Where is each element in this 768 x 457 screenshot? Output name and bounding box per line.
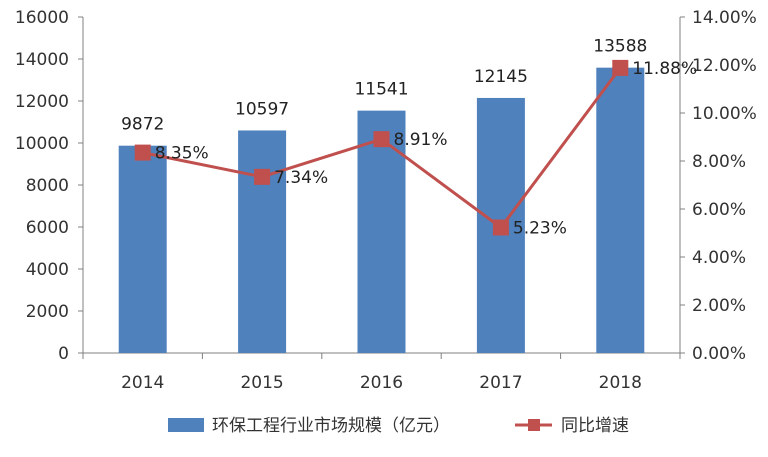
right-tick-label: 8.00%	[692, 152, 746, 172]
right-tick-label: 6.00%	[692, 200, 746, 220]
bar-value-labels: 9872 10597 11541 12145 13588	[121, 37, 647, 135]
legend-bar-label: 环保工程行业市场规模（亿元）	[212, 416, 450, 436]
bar-value-label: 9872	[121, 115, 164, 135]
legend-line-marker	[528, 419, 540, 431]
right-tick-label: 2.00%	[692, 296, 746, 316]
x-tick-label: 2018	[599, 373, 642, 393]
left-axis-ticks: 0 2000 4000 6000 8000 10000 12000 14000 16000	[15, 8, 83, 364]
bar-value-label: 10597	[235, 99, 289, 119]
growth-marker	[492, 219, 509, 236]
legend: 环保工程行业市场规模（亿元） 同比增速	[168, 416, 629, 436]
left-tick-label: 2000	[26, 302, 69, 322]
bar-value-label: 11541	[354, 80, 408, 100]
bar-value-label: 13588	[593, 37, 647, 57]
growth-marker	[134, 144, 151, 161]
growth-marker	[254, 168, 271, 185]
left-tick-label: 8000	[26, 176, 69, 196]
x-tick-label: 2016	[360, 373, 403, 393]
legend-bar-swatch	[168, 418, 204, 432]
growth-value-labels: 8.35% 7.34% 8.91% 5.23% 11.88%	[155, 59, 697, 239]
left-tick-label: 12000	[15, 92, 69, 112]
left-tick-label: 6000	[26, 218, 69, 238]
left-tick-label: 14000	[15, 50, 69, 70]
right-tick-label: 10.00%	[692, 104, 757, 124]
x-tick-label: 2017	[479, 373, 522, 393]
growth-marker	[612, 59, 629, 76]
left-tick-label: 4000	[26, 260, 69, 280]
right-tick-label: 0.00%	[692, 344, 746, 364]
right-tick-label: 12.00%	[692, 56, 757, 76]
right-tick-label: 4.00%	[692, 248, 746, 268]
x-axis-ticks: 2014 2015 2016 2017 2018	[82, 353, 681, 393]
x-tick-label: 2015	[240, 373, 283, 393]
growth-value-label: 7.34%	[274, 168, 328, 188]
growth-value-label: 5.23%	[513, 218, 567, 238]
growth-line-series	[134, 59, 629, 236]
left-tick-label: 16000	[15, 8, 69, 28]
x-tick-label: 2014	[121, 373, 164, 393]
bar	[238, 130, 287, 353]
left-tick-label: 10000	[15, 134, 69, 154]
growth-value-label: 8.35%	[155, 144, 209, 164]
left-tick-label: 0	[58, 344, 69, 364]
legend-line-label: 同比增速	[561, 416, 629, 436]
bar-value-label: 12145	[474, 67, 528, 87]
right-axis-ticks: 0.00% 2.00% 4.00% 6.00% 8.00% 10.00% 12.00% 14.…	[680, 8, 757, 364]
right-tick-label: 14.00%	[692, 8, 757, 28]
bar-series	[118, 67, 645, 353]
growth-value-label: 8.91%	[394, 130, 448, 150]
growth-marker	[373, 131, 390, 148]
bar	[596, 67, 645, 353]
bar	[118, 145, 167, 353]
growth-value-label: 11.88%	[632, 59, 697, 79]
